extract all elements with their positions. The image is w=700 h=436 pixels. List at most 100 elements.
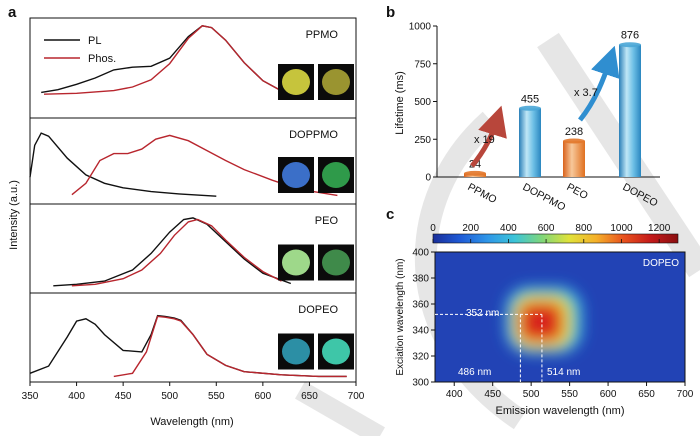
y-tick-label: 250 <box>414 135 431 146</box>
colorbar-tick-label: 200 <box>462 223 479 234</box>
y-tick-label: 340 <box>412 326 429 337</box>
panel-c-chart: 0 200 400 600 800 1000 1200 400 450 500 550 600 650… <box>395 223 694 417</box>
category-label-ppmo: PPMO <box>466 181 499 206</box>
sample-photo-peo-1 <box>282 249 310 276</box>
heatmap-label: DOPEO <box>643 258 679 269</box>
sample-photo-ppmo-2 <box>322 69 350 95</box>
bar-dopeo <box>619 44 641 177</box>
colorbar-gradient <box>432 233 679 244</box>
bar-cap-peo <box>563 138 585 144</box>
arrow-dopeo <box>578 45 620 122</box>
panel-a-chart: PPMO DOPPMO PEO DOPEO 350 400 450 500 550 600 650… <box>8 17 365 428</box>
line-phos-doppmo <box>71 134 338 197</box>
x-tick-label: 700 <box>348 391 365 402</box>
x-tick-label: 600 <box>600 389 617 400</box>
sample-photo-ppmo-1 <box>282 69 310 95</box>
y-tick-label: 0 <box>425 173 431 184</box>
x-tick-label: 700 <box>677 389 694 400</box>
sample-photo-peo-2 <box>322 249 350 276</box>
panel-a-ylabel: Intensity (a.u.) <box>8 180 20 250</box>
colorbar-tick-label: 0 <box>430 223 436 234</box>
panel-label-b: b <box>386 4 395 21</box>
bar-value-peo: 238 <box>565 126 583 138</box>
x-tick-label: 500 <box>523 389 540 400</box>
line-pl-ppmo <box>41 25 292 97</box>
line-pl-doppmo <box>29 132 217 197</box>
subplot-label-doppmo: DOPPMO <box>289 129 338 141</box>
colorbar-tick-label: 1000 <box>610 223 633 234</box>
bar-cap-doppmo <box>519 105 541 111</box>
line-phos-ppmo <box>43 25 292 97</box>
bar-cap-dopeo <box>619 42 641 48</box>
subplot-label-peo: PEO <box>315 215 339 227</box>
bar-value-dopeo: 876 <box>621 30 639 42</box>
x-tick-label: 550 <box>208 391 225 402</box>
subplot-frame-dopeo <box>29 292 357 383</box>
x-tick-label: 650 <box>638 389 655 400</box>
panel-a-frames <box>29 17 357 383</box>
x-tick-label: 500 <box>161 391 178 402</box>
bar-value-doppmo: 455 <box>521 93 539 105</box>
panel-a-legend: PL Phos. <box>44 35 116 65</box>
panel-c-ylabel: Exciation wavelength (nm) <box>395 258 406 375</box>
annotation-352nm: 352 nm <box>466 308 499 319</box>
colorbar-tick-label: 800 <box>575 223 592 234</box>
y-tick-label: 400 <box>412 248 429 259</box>
panel-label-c: c <box>386 206 394 223</box>
annotation-x3-7: x 3.7 <box>574 87 598 99</box>
x-tick-label: 450 <box>484 389 501 400</box>
sample-photo-dopeo-2 <box>322 338 350 365</box>
colorbar-tick-label: 1200 <box>648 223 671 234</box>
subplot-label-ppmo: PPMO <box>306 29 339 41</box>
y-tick-label: 500 <box>414 97 431 108</box>
annotation-486nm: 486 nm <box>458 367 491 378</box>
panel-a-xlabel: Wavelength (nm) <box>150 416 233 428</box>
line-phos-dopeo <box>113 315 347 378</box>
annotation-514nm: 514 nm <box>547 367 580 378</box>
colorbar-tick-label: 600 <box>538 223 555 234</box>
panel-c-colorbar: 0 200 400 600 800 1000 1200 <box>430 223 679 244</box>
x-tick-label: 450 <box>115 391 132 402</box>
line-phos-peo <box>71 218 282 287</box>
heatmap-blob <box>505 286 583 354</box>
x-tick-label: 350 <box>22 391 39 402</box>
panel-b-ylabel: Lifetime (ms) <box>394 71 406 135</box>
y-tick-label: 1000 <box>409 22 432 33</box>
legend-phos-label: Phos. <box>88 53 116 65</box>
category-label-doppmo: DOPPMO <box>521 181 568 214</box>
x-tick-label: 400 <box>68 391 85 402</box>
watermark-stroke <box>295 381 385 436</box>
panel-label-a: a <box>8 4 17 21</box>
annotation-x19: x 19 <box>474 134 495 146</box>
category-label-peo: PEO <box>565 181 590 202</box>
panel-c-xlabel: Emission wavelength (nm) <box>496 405 625 417</box>
x-tick-label: 600 <box>255 391 272 402</box>
y-tick-label: 750 <box>414 59 431 70</box>
line-pl-peo <box>53 217 292 287</box>
y-tick-label: 300 <box>412 378 429 389</box>
sample-photo-dopeo-1 <box>282 338 310 365</box>
y-tick-label: 380 <box>412 274 429 285</box>
bar-cap-ppmo <box>464 170 486 176</box>
sample-photo-doppmo-1 <box>282 162 310 188</box>
watermark-stroke <box>414 111 527 430</box>
heatmap-frame <box>434 251 686 383</box>
legend-pl-label: PL <box>88 35 101 47</box>
subplot-label-dopeo: DOPEO <box>298 304 338 316</box>
heatmap-level-5 <box>522 305 560 339</box>
x-tick-label: 650 <box>301 391 318 402</box>
bar-doppmo <box>519 108 541 177</box>
x-tick-label: 400 <box>446 389 463 400</box>
colorbar-tick-label: 400 <box>500 223 517 234</box>
panel-a-x-axis: 350 400 450 500 550 600 650 700 <box>22 382 365 402</box>
bar-peo <box>563 141 585 177</box>
panel-a-photos: PPMO DOPPMO PEO DOPEO <box>278 29 354 370</box>
panel-a-lines <box>29 25 347 378</box>
x-tick-label: 550 <box>561 389 578 400</box>
y-tick-label: 320 <box>412 352 429 363</box>
y-tick-label: 360 <box>412 300 429 311</box>
panel-c-axes: 400 450 500 550 600 650 700 300 320 340 360 380 400 <box>412 248 693 401</box>
arrow-doppmo <box>470 105 507 168</box>
sample-photo-doppmo-2 <box>322 162 350 188</box>
